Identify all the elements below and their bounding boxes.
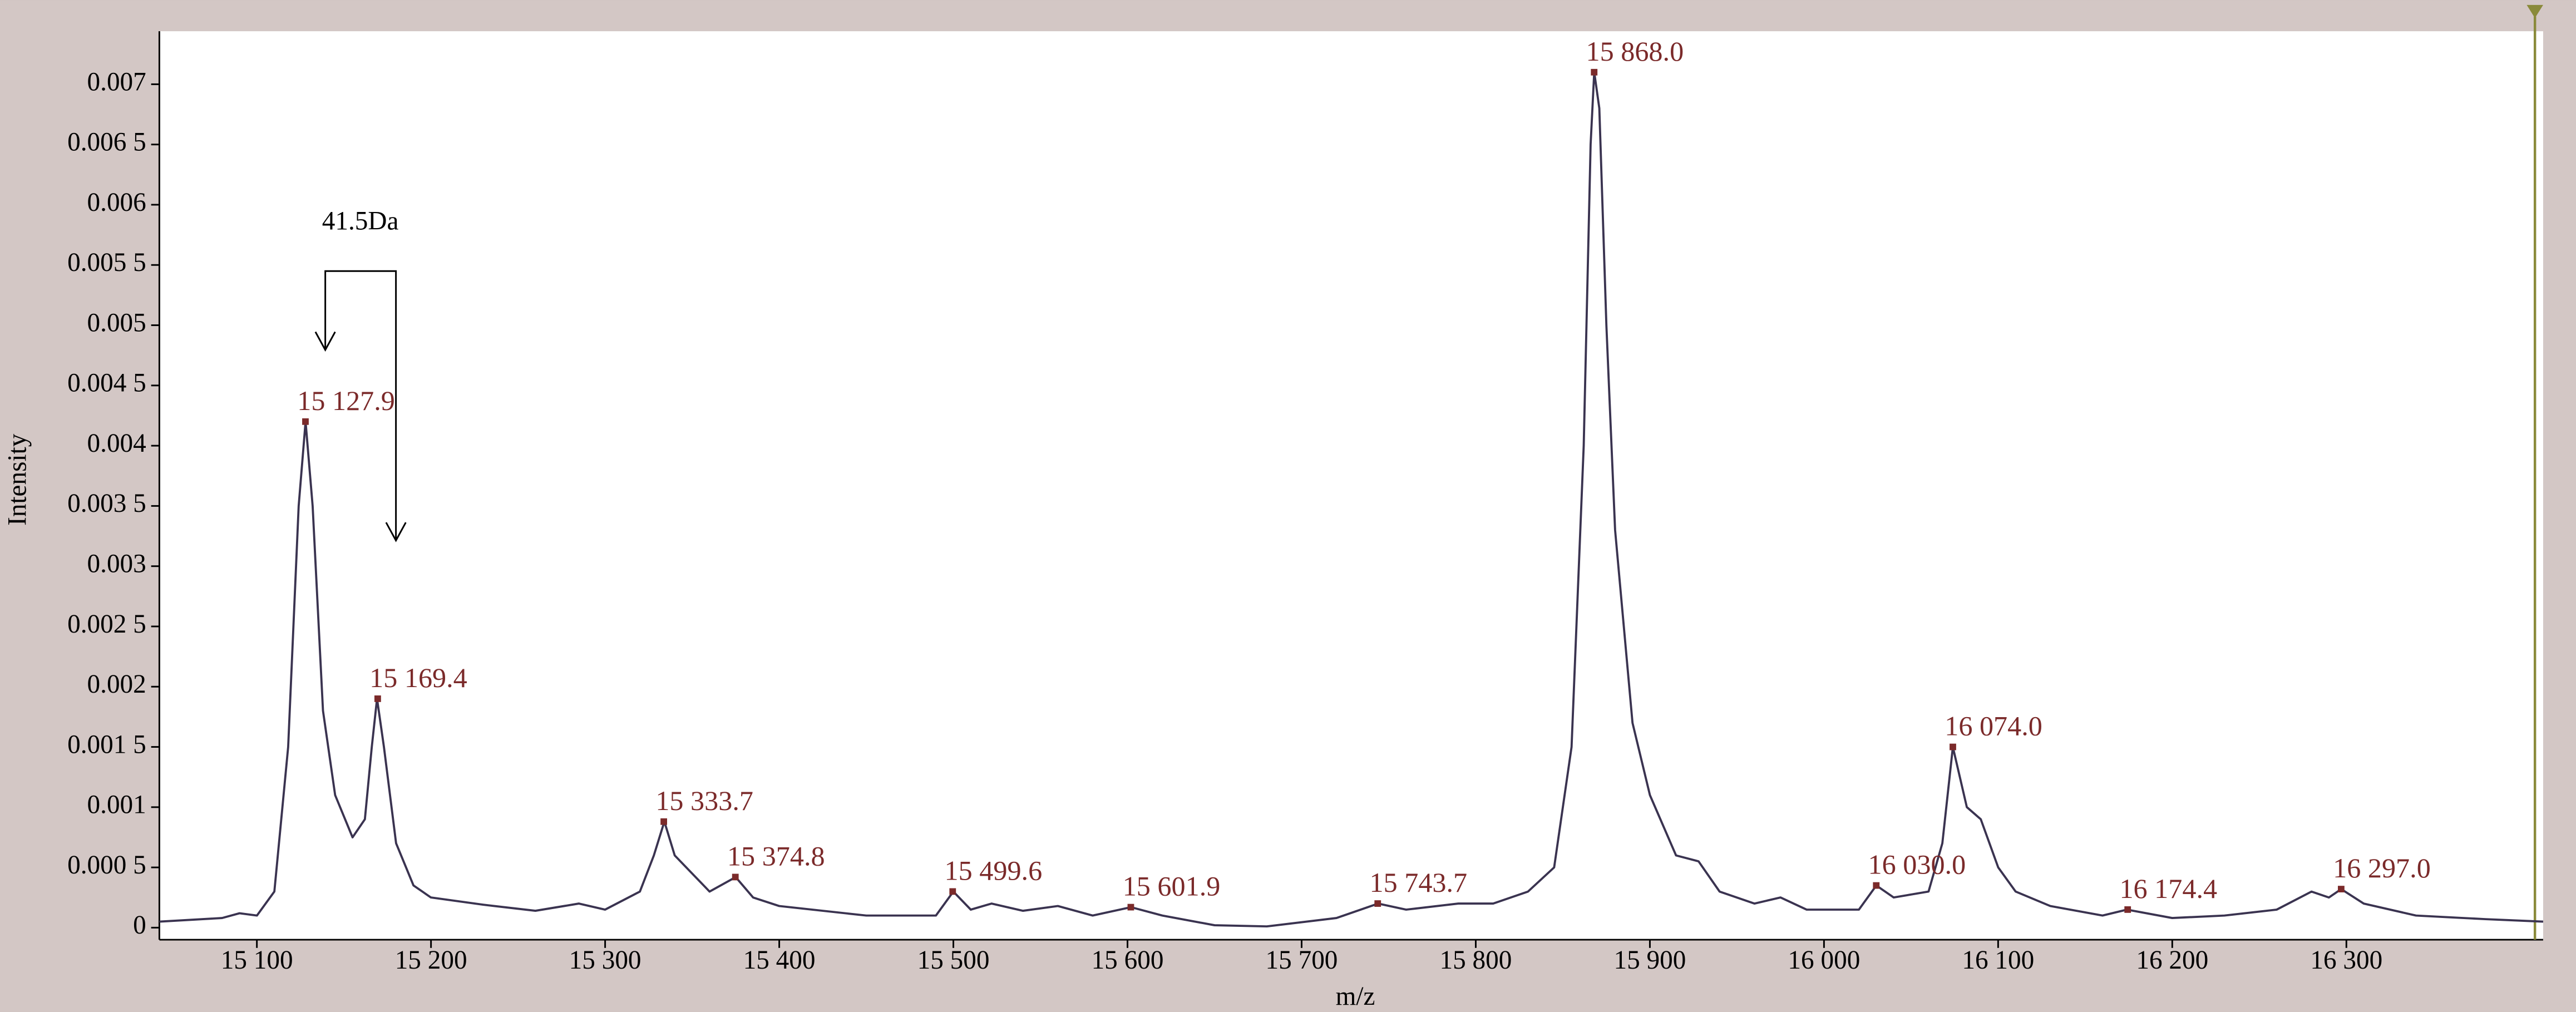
x-tick-label: 15 200 xyxy=(395,946,467,975)
peak-label: 15 601.9 xyxy=(1123,871,1221,902)
x-axis-label: m/z xyxy=(1336,982,1375,1011)
x-tick-label: 15 400 xyxy=(743,946,816,975)
annotation-arrows xyxy=(314,270,407,542)
peak-label: 16 174.4 xyxy=(2119,873,2217,904)
x-tick-label: 15 800 xyxy=(1440,946,1512,975)
y-tick-label: 0.006 5 xyxy=(67,128,146,157)
peak-label: 15 169.4 xyxy=(369,662,467,693)
x-tick-label: 15 300 xyxy=(569,946,641,975)
x-tick-label: 15 700 xyxy=(1266,946,1338,975)
peak-label: 15 127.9 xyxy=(297,385,395,416)
y-tick-label: 0.004 5 xyxy=(67,369,146,398)
y-tick-label: 0.002 xyxy=(87,670,146,699)
peak-label: 15 868.0 xyxy=(1586,36,1684,67)
peak-marker xyxy=(302,418,309,425)
peak-label: 15 333.7 xyxy=(655,785,753,816)
peak-marker xyxy=(949,888,956,895)
y-tick-label: 0 xyxy=(133,911,146,940)
x-tick-label: 16 000 xyxy=(1788,946,1860,975)
y-tick-label: 0.006 xyxy=(87,188,146,217)
peak-marker xyxy=(660,818,667,825)
y-tick-label: 0.007 xyxy=(87,67,146,96)
plot-area xyxy=(159,31,2543,940)
y-tick-label: 0.003 xyxy=(87,550,146,579)
peak-marker xyxy=(1873,882,1880,889)
peak-label: 16 074.0 xyxy=(1945,710,2042,742)
y-tick-label: 0.000 5 xyxy=(67,851,146,880)
x-tick-label: 16 300 xyxy=(2310,946,2382,975)
y-tick-label: 0.003 5 xyxy=(67,489,146,518)
peak-marker xyxy=(732,873,739,881)
peak-label: 16 297.0 xyxy=(2333,852,2431,883)
peak-marker xyxy=(1127,904,1134,911)
y-tick-label: 0.001 5 xyxy=(67,730,146,759)
x-tick-label: 16 200 xyxy=(2136,946,2208,975)
y-tick-label: 0.002 5 xyxy=(67,610,146,639)
marker-handle[interactable] xyxy=(2526,4,2543,18)
spectrum-line xyxy=(159,71,2544,928)
peak-label: 15 743.7 xyxy=(1369,867,1467,898)
x-tick-label: 15 500 xyxy=(917,946,990,975)
y-tick-label: 0.005 5 xyxy=(67,248,146,277)
peak-label: 15 499.6 xyxy=(945,855,1043,886)
annotation: 41.5Da xyxy=(322,206,399,235)
y-tick-label: 0.005 xyxy=(87,308,146,337)
x-tick-label: 16 100 xyxy=(1962,946,2034,975)
peak-marker xyxy=(374,695,381,702)
y-axis-label: Intensity xyxy=(3,433,32,526)
peak-label: 15 374.8 xyxy=(727,840,825,871)
peak-marker xyxy=(2124,906,2131,913)
x-tick-label: 15 900 xyxy=(1613,946,1686,975)
peak-label: 16 030.0 xyxy=(1868,849,1966,880)
x-tick-label: 15 100 xyxy=(221,946,293,975)
peak-marker xyxy=(2337,886,2345,892)
y-tick-label: 0.004 xyxy=(87,429,146,458)
peak-marker xyxy=(1374,900,1381,907)
y-tick-label: 0.001 xyxy=(87,791,146,820)
peak-marker xyxy=(1591,68,1598,76)
peak-marker xyxy=(1950,743,1956,751)
x-tick-label: 15 600 xyxy=(1092,946,1164,975)
